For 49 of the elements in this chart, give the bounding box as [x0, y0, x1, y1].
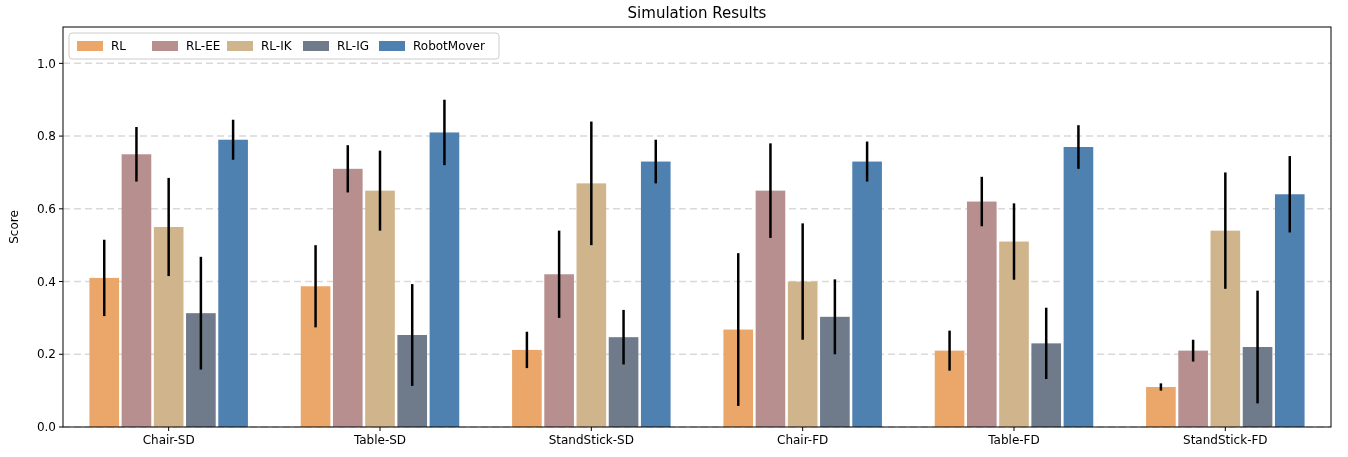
- bar: [121, 154, 152, 427]
- bar: [1063, 147, 1094, 427]
- bar: [608, 337, 639, 427]
- legend-label: RL-IG: [337, 39, 369, 54]
- y-tick-label: 0.2: [36, 347, 56, 362]
- bar: [544, 274, 574, 427]
- bar: [512, 349, 542, 427]
- bar: [1274, 194, 1305, 427]
- legend-label: RL-EE: [186, 39, 221, 54]
- bar: [966, 201, 997, 427]
- x-tick-label: Table-SD: [352, 433, 407, 447]
- bar: [1210, 230, 1241, 427]
- bar: [576, 183, 607, 427]
- y-tick-label: 0.0: [36, 420, 56, 435]
- legend-label: RL: [111, 39, 127, 54]
- y-tick-label: 0.8: [36, 129, 56, 144]
- bar: [332, 168, 363, 427]
- bar: [852, 161, 882, 427]
- bar: [999, 241, 1029, 427]
- bar: [787, 281, 818, 427]
- bar: [218, 139, 248, 427]
- bar: [820, 316, 850, 427]
- x-tick-label: Chair-SD: [142, 433, 195, 447]
- bar: [429, 132, 460, 427]
- y-tick-label: 0.6: [36, 202, 56, 217]
- bar: [186, 313, 216, 427]
- x-tick-label: StandStick-FD: [1183, 433, 1268, 447]
- bar: [89, 277, 120, 427]
- x-tick-label: StandStick-SD: [548, 433, 634, 447]
- bar: [1146, 387, 1176, 427]
- bar: [1031, 343, 1062, 427]
- chart-title: Simulation Results: [627, 4, 767, 22]
- bar: [153, 227, 184, 427]
- legend-label: RobotMover: [413, 39, 485, 54]
- y-axis-title: Score: [7, 210, 21, 244]
- x-tick-label: Table-FD: [987, 433, 1040, 447]
- legend-label: RL-IK: [261, 39, 293, 54]
- x-tick-label: Chair-FD: [777, 433, 829, 447]
- bar: [397, 335, 428, 427]
- bar: [1178, 350, 1208, 427]
- bar: [640, 161, 671, 427]
- bar: [934, 350, 965, 427]
- bar: [755, 190, 786, 427]
- y-tick-label: 0.4: [36, 274, 56, 289]
- bar: [300, 286, 331, 427]
- y-tick-label: 1.0: [36, 56, 56, 71]
- bar: [1242, 347, 1273, 427]
- bar: [723, 329, 754, 427]
- bar: [365, 190, 395, 427]
